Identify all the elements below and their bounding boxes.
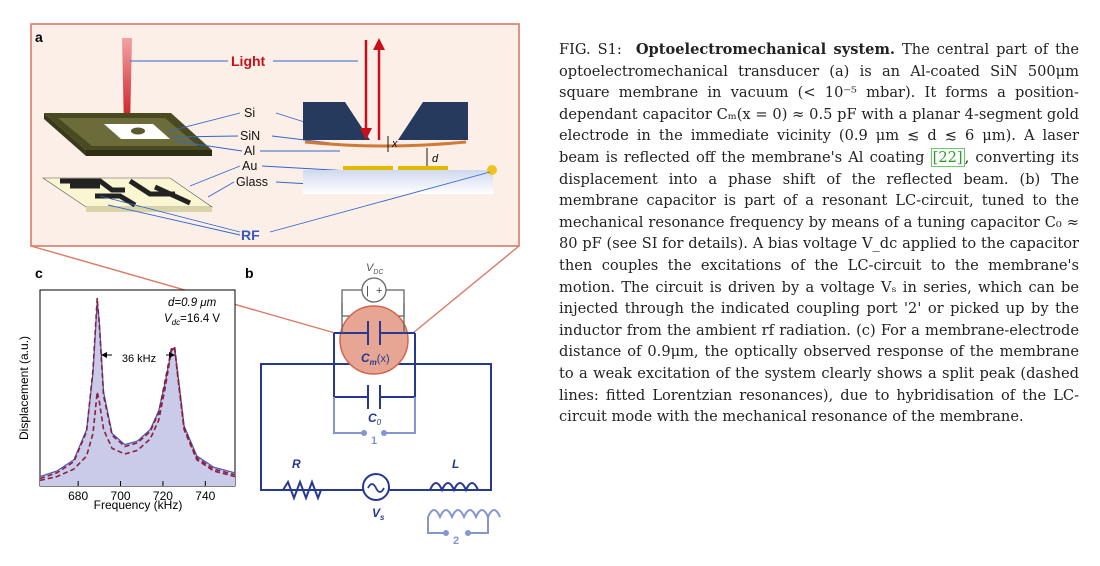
x-tick-label: 700 bbox=[111, 489, 131, 503]
layer-au: Au bbox=[242, 159, 257, 173]
splitting-label: 36 kHz bbox=[122, 353, 156, 365]
citation-link[interactable]: [22] bbox=[930, 147, 965, 167]
membrane-chip-illustration bbox=[44, 113, 212, 156]
xlabel: Frequency (kHz) bbox=[94, 498, 183, 512]
x-tick-label: 680 bbox=[68, 489, 88, 503]
laser-beam bbox=[122, 38, 132, 128]
cm-label: Cm(x) bbox=[361, 351, 390, 367]
light-label: Light bbox=[231, 53, 266, 69]
layer-labels: Si SiN Al Au Glass bbox=[236, 106, 268, 189]
panel-a-label: a bbox=[35, 29, 43, 45]
l-label: L bbox=[452, 457, 459, 471]
x-tick-label: 740 bbox=[195, 489, 215, 503]
cm-highlight bbox=[339, 305, 409, 375]
port-1 bbox=[333, 397, 416, 434]
c0-label: C0 bbox=[368, 411, 382, 427]
cross-section: x d bbox=[303, 38, 497, 194]
panel-a: a Light bbox=[30, 23, 520, 334]
annotation-d: d=0.9 μm bbox=[168, 297, 217, 309]
electrode-chip-illustration bbox=[42, 177, 213, 212]
r-label: R bbox=[292, 457, 301, 471]
figure: a Light bbox=[0, 0, 540, 566]
panel-c-label: c bbox=[35, 265, 43, 281]
port-2-label: 2 bbox=[453, 535, 459, 547]
caption-body: The central part of the optoelectromecha… bbox=[559, 41, 1079, 166]
layer-si: Si bbox=[244, 106, 255, 120]
ylabel: Displacement (a.u.) bbox=[17, 336, 31, 440]
rf-label: RF bbox=[241, 227, 260, 243]
resistor bbox=[261, 479, 360, 501]
vdc-label: VDC bbox=[366, 262, 384, 276]
port-1-label: 1 bbox=[371, 435, 377, 447]
vs-label: Vs bbox=[372, 506, 385, 522]
x-tick-label: 720 bbox=[153, 489, 173, 503]
panel-c: c 680 700 720 740 Displacement (a.u.) Frequ… bbox=[17, 265, 236, 512]
svg-text:|: | bbox=[366, 285, 369, 297]
svg-text:+: + bbox=[376, 285, 382, 297]
panel-b: b | + VDC Cm(x) C0 bbox=[245, 262, 501, 547]
layer-al: Al bbox=[244, 144, 255, 158]
series-1-line bbox=[39, 297, 236, 480]
layer-glass: Glass bbox=[236, 175, 268, 189]
figure-caption: FIG. S1: Optoelectromechanical system. Th… bbox=[559, 39, 1079, 428]
layer-sin: SiN bbox=[240, 129, 260, 143]
caption-title: Optoelectromechanical system. bbox=[635, 41, 895, 58]
caption-label: FIG. S1: bbox=[559, 41, 622, 58]
panel-b-label: b bbox=[245, 265, 254, 281]
d-label: d bbox=[432, 153, 439, 165]
annotation-vdc: Vdc=16.4 V bbox=[164, 313, 220, 327]
x-label: x bbox=[391, 138, 398, 150]
inductor bbox=[429, 482, 491, 493]
series-0-area bbox=[40, 301, 235, 486]
caption-body-2: , converting its displacement into a pha… bbox=[559, 148, 1079, 426]
